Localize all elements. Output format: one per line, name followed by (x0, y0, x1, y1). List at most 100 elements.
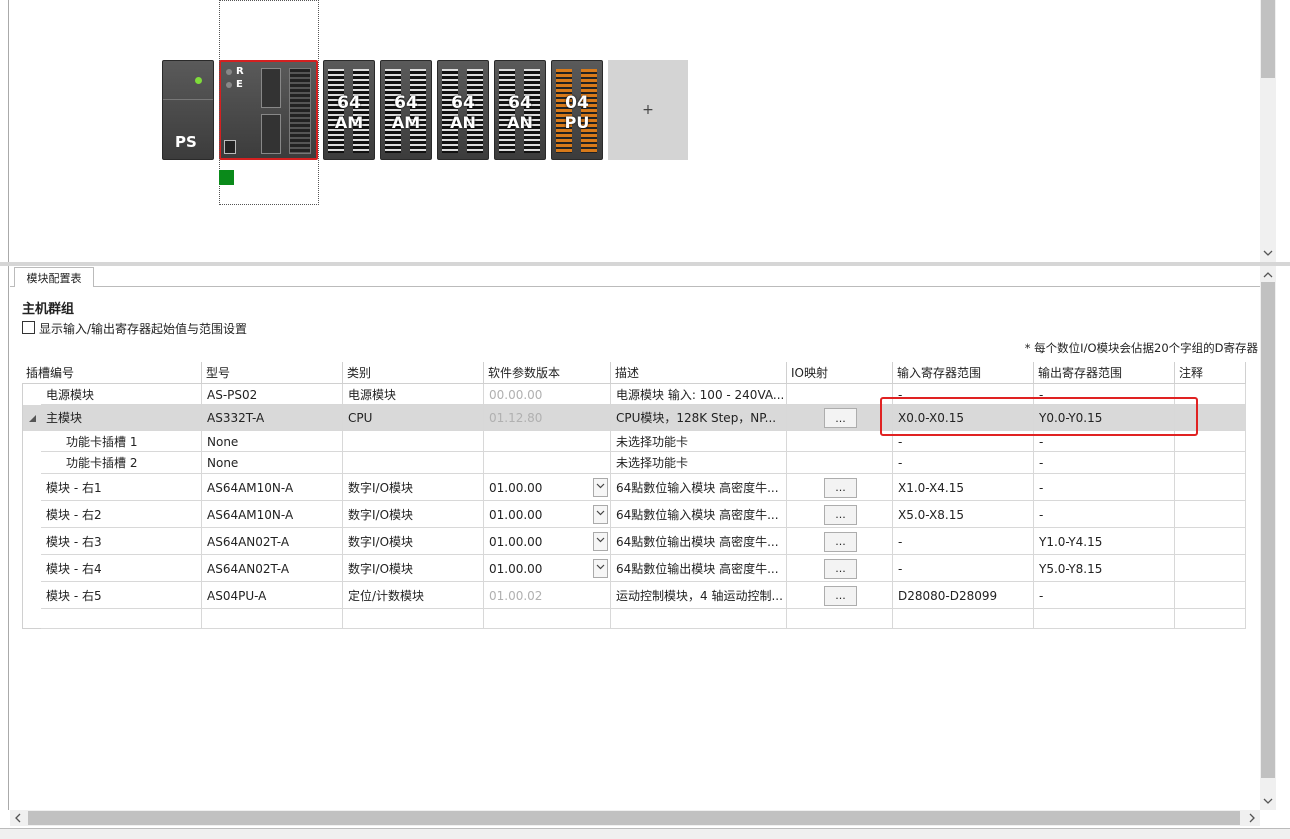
grid-cell (893, 452, 1034, 474)
module-type: AM (391, 113, 421, 132)
module[interactable]: 04 PU (551, 60, 603, 160)
grid-cell (893, 384, 1034, 405)
slot-cell: 功能卡插槽 1 (66, 434, 138, 449)
grid-cell (1175, 528, 1246, 555)
grid-cell (1034, 555, 1175, 582)
io-button[interactable]: ... (824, 408, 857, 428)
grid-cell (787, 405, 893, 431)
grid-cell (343, 452, 484, 474)
strip (410, 69, 426, 153)
grid-cell (1034, 582, 1175, 609)
column-header[interactable]: 插槽编号 (22, 362, 202, 384)
tab[interactable]: 模块配置表 (14, 267, 94, 287)
led-label: E (236, 79, 243, 90)
io-button[interactable]: ... (824, 585, 857, 606)
slot-cell: 模块 - 右3 (46, 534, 102, 549)
module-code: 04 (565, 93, 589, 113)
checkbox[interactable] (22, 321, 35, 334)
grid-cell (1175, 582, 1246, 609)
scroll-thumb[interactable] (1261, 0, 1275, 78)
column-header[interactable]: 输入寄存器范围 (893, 362, 1034, 384)
grid-cell (41, 582, 202, 609)
scroll-arrow-down[interactable] (1263, 248, 1273, 258)
strip (524, 69, 540, 153)
add-module[interactable]: + (608, 60, 688, 160)
module-label: PS (175, 133, 197, 151)
version-dropdown[interactable] (593, 505, 608, 524)
grid-cell (484, 555, 611, 582)
category-cell: 数字I/O模块 (348, 507, 414, 522)
grid-cell (484, 405, 611, 431)
led-label: R (236, 66, 244, 77)
connector (289, 68, 311, 154)
grid-cell (611, 452, 787, 474)
grid-cell (1175, 474, 1246, 501)
category-cell: 数字I/O模块 (348, 480, 414, 495)
checkbox-label[interactable]: 显示输入/输出寄存器起始值与范围设置 (39, 322, 248, 336)
scroll-thumb[interactable] (28, 811, 1240, 825)
grid-cell (893, 528, 1034, 555)
column-header[interactable]: 型号 (202, 362, 343, 384)
version-dropdown[interactable] (593, 559, 608, 578)
grid-cell (41, 384, 202, 405)
io-button[interactable]: ... (824, 531, 857, 552)
input-cell: - (898, 456, 903, 470)
grid-cell (1034, 609, 1175, 629)
input-cell: X1.0-X4.15 (898, 480, 964, 495)
model-cell: None (207, 456, 239, 470)
input-cell: - (898, 534, 903, 549)
version-dropdown[interactable] (593, 478, 608, 497)
splitter[interactable] (0, 262, 1290, 266)
model-cell: AS64AM10N-A (207, 507, 294, 522)
scroll-arrow-left[interactable] (13, 813, 23, 823)
grid-cell (787, 474, 893, 501)
grid-cell (202, 609, 343, 629)
io-button[interactable]: ... (824, 477, 857, 498)
highlight-box (880, 397, 1198, 436)
output-cell: - (1039, 434, 1044, 449)
column-header[interactable]: 描述 (611, 362, 787, 384)
output-cell: Y1.0-Y4.15 (1039, 534, 1103, 549)
scroll-thumb[interactable] (1261, 282, 1275, 778)
grid-cell (1034, 528, 1175, 555)
scrollbar[interactable] (1260, 266, 1276, 810)
description-cell: CPU模块，128K Step，NP... (616, 411, 777, 425)
slot-cell: 模块 - 右4 (46, 561, 102, 576)
grid-cell (787, 384, 893, 405)
slot-cell: 模块 - 右1 (46, 480, 102, 495)
scroll-arrow-up[interactable] (1263, 270, 1273, 280)
output-cell: - (1039, 456, 1044, 470)
port (224, 140, 236, 154)
column-header[interactable]: 类别 (343, 362, 484, 384)
module[interactable]: 64 AN (437, 60, 489, 160)
grid-cell (484, 609, 611, 629)
module[interactable]: PS (162, 60, 214, 160)
grid-cell (202, 555, 343, 582)
column-header[interactable]: 输出寄存器范围 (1034, 362, 1175, 384)
grid-cell (787, 431, 893, 452)
expand-toggle[interactable] (29, 415, 37, 423)
grid-cell (41, 405, 202, 431)
column-header[interactable]: IO映射 (787, 362, 893, 384)
module-type: AM (334, 113, 364, 132)
model-cell: AS64AM10N-A (207, 480, 294, 495)
strip (442, 69, 458, 153)
version-dropdown[interactable] (593, 532, 608, 551)
module[interactable]: 64 AM (323, 60, 375, 160)
description-cell: 64點數位输出模块 高密度牛... (616, 534, 779, 549)
module-code: 64 (337, 93, 361, 113)
description-cell: 64點數位输出模块 高密度牛... (616, 561, 779, 576)
scroll-arrow-right[interactable] (1247, 813, 1257, 823)
column-header[interactable]: 注释 (1175, 362, 1246, 384)
h-scrollbar[interactable] (10, 810, 1260, 826)
module[interactable]: 64 AN (494, 60, 546, 160)
module[interactable]: 64 AM (380, 60, 432, 160)
io-button[interactable]: ... (824, 558, 857, 579)
scroll-arrow-down[interactable] (1263, 796, 1273, 806)
grid-cell (202, 452, 343, 474)
column-header[interactable]: 软件参数版本 (484, 362, 611, 384)
io-button[interactable]: ... (824, 504, 857, 525)
scrollbar[interactable] (1260, 0, 1276, 262)
